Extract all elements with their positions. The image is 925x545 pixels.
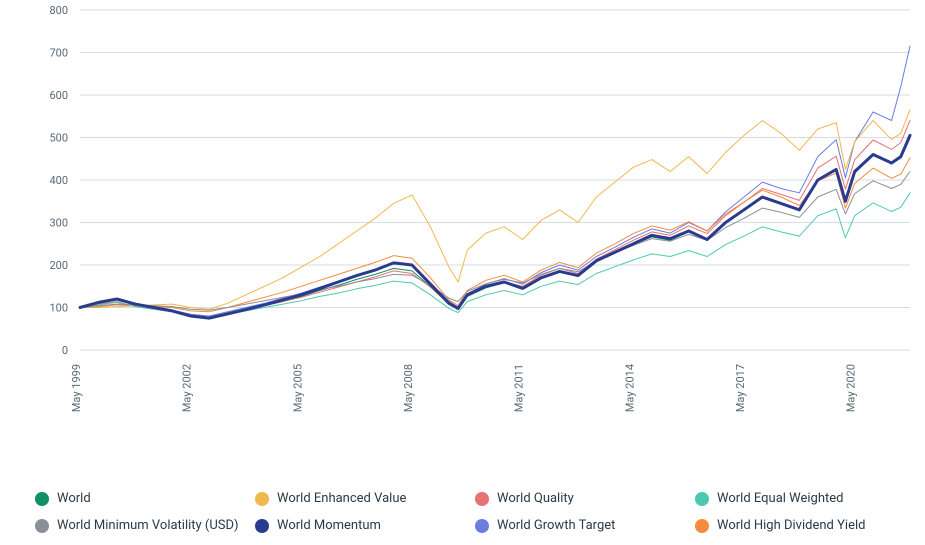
y-tick-label: 800 — [49, 4, 68, 17]
x-axis-labels: May 1999 May 2002 May 2005 May 2008 May 2011… — [70, 364, 858, 412]
legend-swatch — [35, 492, 49, 506]
legend-item[interactable]: World Growth Target — [475, 518, 685, 533]
legend-label: World Quality — [497, 491, 574, 506]
y-axis-labels: 0 100 200 300 400 500 600 700 800 — [49, 4, 68, 357]
legend-swatch — [475, 519, 489, 533]
x-tick-label: May 1999 — [70, 364, 83, 412]
x-tick-label: May 2014 — [623, 364, 636, 412]
line-chart-svg: 0 100 200 300 400 500 600 700 800 May 1999 May 20… — [0, 0, 925, 455]
legend-label: World Growth Target — [497, 518, 615, 533]
x-tick-label: May 2005 — [291, 364, 304, 412]
legend-label: World — [57, 491, 91, 506]
series-line — [80, 110, 910, 309]
series-line — [80, 193, 910, 318]
y-tick-label: 600 — [49, 89, 68, 102]
y-tick-label: 200 — [49, 259, 68, 272]
legend-label: World Equal Weighted — [717, 491, 843, 506]
chart-series — [80, 46, 910, 319]
legend-item[interactable]: World Equal Weighted — [695, 491, 905, 506]
x-tick-label: May 2008 — [402, 364, 415, 412]
y-tick-label: 500 — [49, 132, 68, 145]
legend-label: World Minimum Volatility (USD) — [57, 518, 239, 533]
legend-item[interactable]: World High Dividend Yield — [695, 518, 905, 533]
legend-label: World Momentum — [277, 518, 381, 533]
legend-item[interactable]: World — [35, 491, 245, 506]
series-line — [80, 138, 910, 318]
x-tick-label: May 2011 — [513, 364, 526, 412]
series-line — [80, 135, 910, 318]
series-line — [80, 46, 910, 316]
legend-swatch — [35, 519, 49, 533]
line-chart-container: 0 100 200 300 400 500 600 700 800 May 1999 May 20… — [0, 0, 925, 545]
x-tick-label: May 2020 — [845, 364, 858, 412]
legend-item[interactable]: World Momentum — [255, 518, 465, 533]
legend-swatch — [475, 492, 489, 506]
y-tick-label: 0 — [62, 344, 68, 357]
y-tick-label: 300 — [49, 217, 68, 230]
series-line — [80, 158, 910, 312]
y-tick-label: 400 — [49, 174, 68, 187]
legend-item[interactable]: World Enhanced Value — [255, 491, 465, 506]
legend-swatch — [695, 519, 709, 533]
legend-item[interactable]: World Quality — [475, 491, 685, 506]
x-tick-label: May 2017 — [734, 364, 747, 412]
legend-swatch — [695, 492, 709, 506]
legend-swatch — [255, 492, 269, 506]
x-tick-label: May 2002 — [181, 364, 194, 412]
y-tick-label: 100 — [49, 302, 68, 315]
y-tick-label: 700 — [49, 47, 68, 60]
legend-swatch — [255, 519, 269, 533]
legend-item[interactable]: World Minimum Volatility (USD) — [35, 518, 245, 533]
series-line — [80, 172, 910, 311]
chart-legend: World World Enhanced Value World Quality Wo… — [35, 491, 905, 533]
legend-label: World Enhanced Value — [277, 491, 406, 506]
grid-lines — [80, 10, 910, 350]
series-line — [80, 121, 910, 318]
legend-label: World High Dividend Yield — [717, 518, 865, 533]
